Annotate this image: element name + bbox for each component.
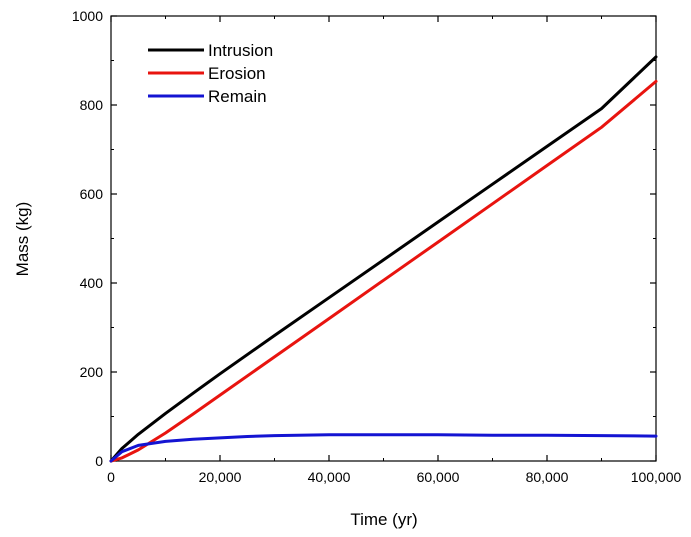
legend-label-erosion: Erosion (208, 64, 266, 83)
series-line-erosion (109, 79, 658, 463)
x-axis-title: Time (yr) (350, 510, 417, 529)
series-line-remain (109, 433, 658, 463)
y-axis-title: Mass (kg) (13, 202, 32, 277)
x-tick-label: 20,000 (199, 469, 242, 485)
y-tick-label: 800 (80, 97, 104, 113)
legend-label-remain: Remain (208, 87, 267, 106)
y-axis: 0 200 400 600 800 1000 (72, 8, 656, 469)
y-tick-label: 1000 (72, 8, 103, 24)
y-tick-label: 0 (95, 453, 103, 469)
x-tick-label: 0 (107, 469, 115, 485)
x-tick-label: 80,000 (526, 469, 569, 485)
legend-label-intrusion: Intrusion (208, 41, 273, 60)
x-tick-label: 100,000 (631, 469, 682, 485)
series-layer (109, 55, 658, 463)
series-line-intrusion (109, 55, 658, 463)
x-tick-label: 60,000 (417, 469, 460, 485)
y-tick-label: 400 (80, 275, 104, 291)
x-axis: 0 20,000 40,000 60,000 80,000 100,000 (107, 16, 682, 485)
legend: Intrusion Erosion Remain (148, 41, 273, 106)
y-tick-label: 600 (80, 186, 104, 202)
x-tick-label: 40,000 (308, 469, 351, 485)
y-tick-label: 200 (80, 364, 104, 380)
